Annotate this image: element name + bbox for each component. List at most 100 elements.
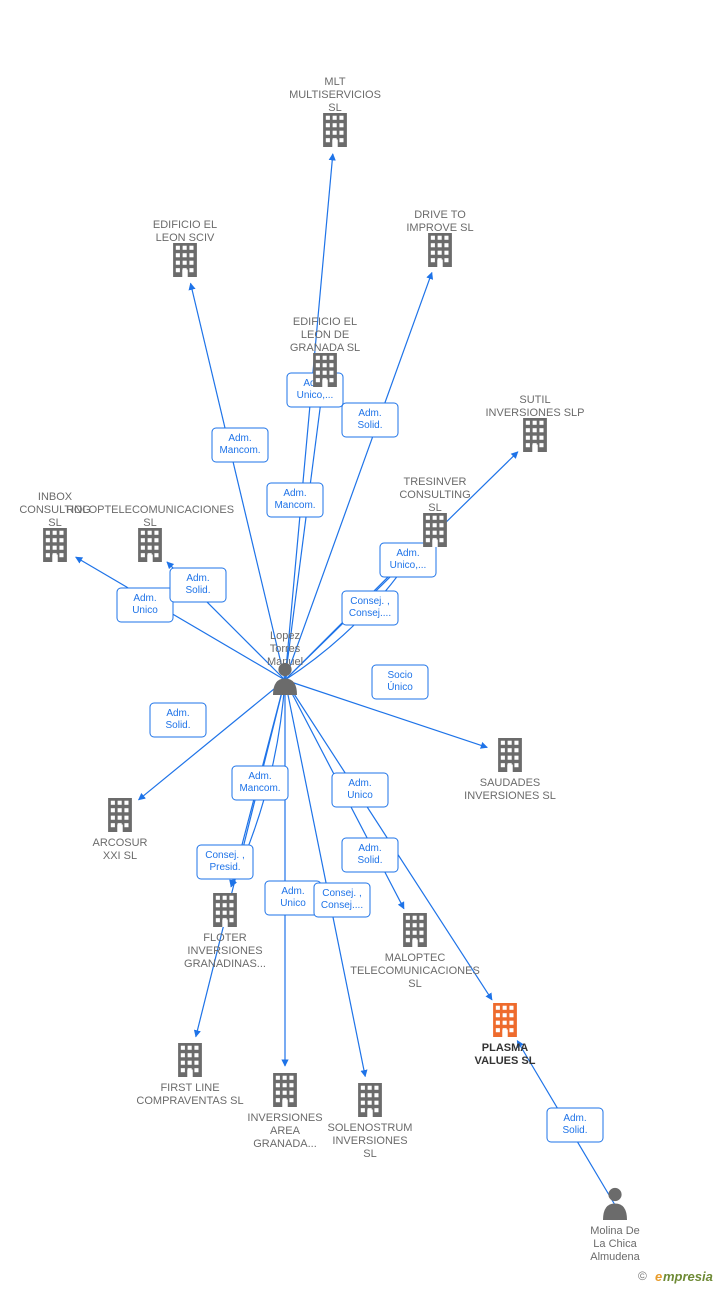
- edge: [285, 680, 365, 1076]
- node-label: INVERSIONES SL: [464, 790, 556, 802]
- edge-label-text: Unico,...: [390, 560, 427, 571]
- node-label: GRANADA...: [253, 1138, 317, 1150]
- edge-label: Adm.Solid.: [547, 1108, 603, 1142]
- network-diagram: Adm.Unico,...Adm.Mancom.Adm.Solid.Adm.Ma…: [0, 0, 728, 1290]
- building-icon: [498, 738, 522, 772]
- node-label: La Chica: [593, 1238, 637, 1250]
- edge-label: Adm.Unico,...: [380, 543, 436, 577]
- node-label: GRANADINAS...: [184, 958, 266, 970]
- node-label: SOLENOSTRUM: [328, 1122, 413, 1134]
- edge-label-text: Mancom.: [239, 783, 280, 794]
- company-node[interactable]: MLTMULTISERVICIOSSL: [289, 76, 381, 147]
- node-label: SL: [328, 102, 341, 114]
- company-node[interactable]: SOLENOSTRUMINVERSIONESSL: [328, 1083, 413, 1160]
- edge-label: Adm.Solid.: [342, 838, 398, 872]
- person-icon: [603, 1188, 627, 1220]
- company-node[interactable]: FLOTERINVERSIONESGRANADINAS...: [184, 893, 266, 970]
- node-label: XXI SL: [103, 850, 137, 862]
- edge-label: Consej. ,Consej....: [314, 883, 370, 917]
- company-node[interactable]: INBOXCONSULTINGSL: [19, 491, 90, 562]
- brand-rest: mpresia: [663, 1269, 713, 1284]
- node-label: MULTISERVICIOS: [289, 89, 381, 101]
- node-label: SL: [408, 978, 421, 990]
- node-label: SAUDADES: [480, 777, 541, 789]
- edge-label-text: Consej. ,: [322, 888, 361, 899]
- node-label: PLASMA: [482, 1042, 529, 1054]
- node-label: MLT: [324, 76, 345, 88]
- node-label: INBOX: [38, 491, 73, 503]
- edge-label-text: Adm.: [396, 548, 419, 559]
- edge-label: Adm.Unico: [265, 881, 321, 915]
- edge-label-text: Presid.: [209, 862, 240, 873]
- edge-label: SocioÚnico: [372, 665, 428, 699]
- node-label: INVERSIONES SLP: [485, 407, 584, 419]
- company-node[interactable]: TRESINVERCONSULTINGSL: [399, 476, 470, 547]
- footer: © e mpresia: [638, 1269, 713, 1284]
- edge-label-text: Adm.: [281, 886, 304, 897]
- node-label: SL: [428, 502, 441, 514]
- edge-label-text: Adm.: [166, 708, 189, 719]
- building-icon: [313, 353, 337, 387]
- edge-label-text: Socio: [387, 670, 412, 681]
- node-label: SL: [143, 517, 156, 529]
- edge-label-text: Unico: [347, 790, 373, 801]
- nodes-layer: LopezTorresManuelMLTMULTISERVICIOSSLEDIF…: [19, 76, 640, 1263]
- edge-label-text: Adm.: [358, 843, 381, 854]
- node-label: INVERSIONES: [332, 1135, 407, 1147]
- edge-label-text: Adm.: [563, 1113, 586, 1124]
- building-icon: [403, 913, 427, 947]
- node-label: Manuel: [267, 656, 303, 668]
- company-node[interactable]: DRIVE TOIMPROVE SL: [406, 209, 473, 267]
- brand-first-letter: e: [655, 1269, 662, 1284]
- edge-label-text: Solid.: [165, 720, 190, 731]
- building-icon: [428, 233, 452, 267]
- node-label: Lopez: [270, 630, 300, 642]
- node-label: ARCOSUR: [92, 837, 147, 849]
- node-label: Almudena: [590, 1251, 640, 1263]
- node-label: EDIFICIO EL: [293, 316, 357, 328]
- company-node[interactable]: INVERSIONESAREAGRANADA...: [247, 1073, 322, 1150]
- edge: [285, 154, 333, 680]
- company-node[interactable]: FIRST LINECOMPRAVENTAS SL: [136, 1043, 243, 1107]
- company-node[interactable]: SAUDADESINVERSIONES SL: [464, 738, 556, 802]
- building-icon: [43, 528, 67, 562]
- company-node[interactable]: EDIFICIO ELLEON SCIV: [153, 219, 217, 277]
- company-node[interactable]: SUTILINVERSIONES SLP: [485, 394, 584, 452]
- edge-label-text: Adm.: [228, 433, 251, 444]
- edge-label-text: Solid.: [357, 420, 382, 431]
- edge-label: Adm.Mancom.: [232, 766, 288, 800]
- edge-label-text: Adm.: [248, 771, 271, 782]
- building-icon: [423, 513, 447, 547]
- edge-label-text: Solid.: [357, 855, 382, 866]
- node-label: CONSULTING: [399, 489, 470, 501]
- copyright-symbol: ©: [638, 1269, 647, 1283]
- node-label: INVERSIONES: [187, 945, 262, 957]
- company-node[interactable]: ARCOSURXXI SL: [92, 798, 147, 862]
- node-label: IMPROVE SL: [406, 222, 473, 234]
- building-icon: [273, 1073, 297, 1107]
- building-icon: [173, 243, 197, 277]
- node-label: SUTIL: [519, 394, 550, 406]
- edge-label-text: Consej. ,: [350, 596, 389, 607]
- person-node-center[interactable]: LopezTorresManuel: [267, 630, 303, 695]
- company-node[interactable]: PLASMAVALUES SL: [475, 1003, 536, 1067]
- edge-label: Adm.Unico: [117, 588, 173, 622]
- edge-label-text: Mancom.: [219, 445, 260, 456]
- edge-label: Adm.Unico: [332, 773, 388, 807]
- edge-label-text: Adm.: [358, 408, 381, 419]
- building-icon: [323, 113, 347, 147]
- edge-label-text: Consej. ,: [205, 850, 244, 861]
- edge-label-text: Unico: [132, 605, 158, 616]
- node-label: SL: [363, 1148, 376, 1160]
- edge-label: Adm.Mancom.: [212, 428, 268, 462]
- building-icon: [138, 528, 162, 562]
- company-node[interactable]: ROLOPTELECOMUNICACIONESSL: [66, 504, 234, 562]
- edge-label-text: Consej....: [321, 900, 363, 911]
- building-icon: [358, 1083, 382, 1117]
- node-label: COMPRAVENTAS SL: [136, 1095, 243, 1107]
- edge-label: Consej. ,Consej....: [342, 591, 398, 625]
- person-node[interactable]: Molina DeLa ChicaAlmudena: [590, 1188, 640, 1263]
- node-label: AREA: [270, 1125, 301, 1137]
- edge-label: Adm.Solid.: [342, 403, 398, 437]
- edge-label: Adm.Solid.: [170, 568, 226, 602]
